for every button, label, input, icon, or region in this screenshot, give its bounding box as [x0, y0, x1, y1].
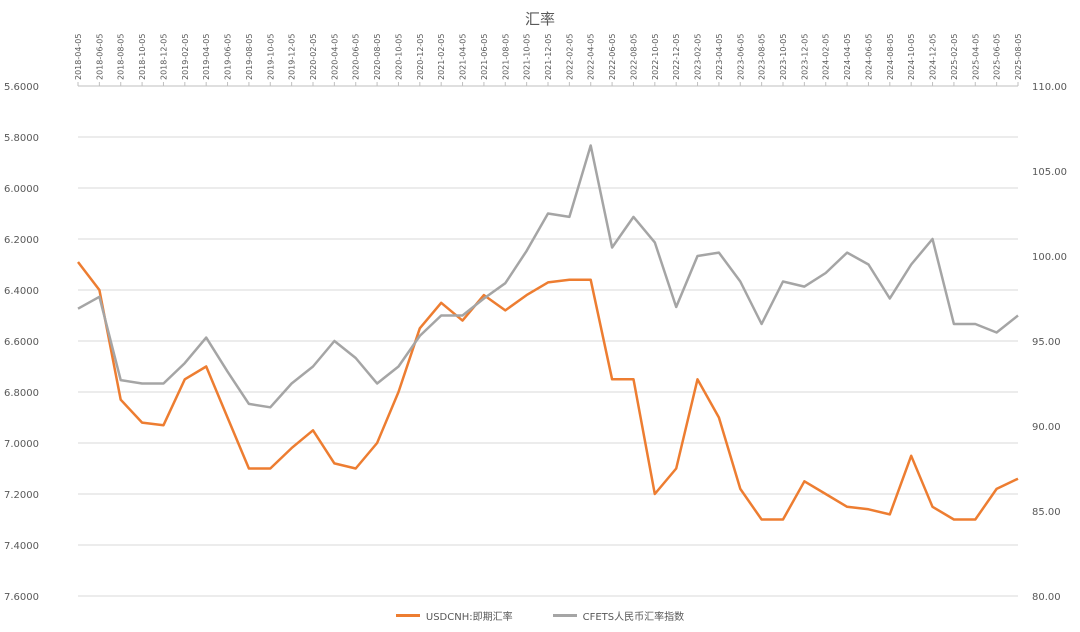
y-left-tick-label: 6.6000: [4, 337, 39, 348]
x-tick-label: 2018-06-05: [95, 34, 104, 81]
x-tick-label: 2021-12-05: [544, 34, 553, 81]
y-right-tick-label: 95.00: [1032, 337, 1061, 348]
y-right-tick-label: 110.00: [1032, 82, 1067, 93]
legend-item-cfets: CFETS人民币汇率指数: [552, 606, 685, 624]
cfets-line: [77, 144, 1019, 409]
x-tick-label: 2023-08-05: [758, 34, 767, 81]
y-left-tick-label: 6.2000: [4, 235, 39, 246]
x-tick-label: 2022-12-05: [672, 34, 681, 81]
x-tick-label: 2024-06-05: [864, 34, 873, 81]
x-tick-label: 2025-02-05: [950, 34, 959, 81]
x-tick-label: 2023-06-05: [736, 34, 745, 81]
x-tick-label: 2021-10-05: [523, 34, 532, 81]
x-tick-label: 2025-06-05: [993, 34, 1002, 81]
x-tick-label: 2022-08-05: [629, 34, 638, 81]
x-tick-label: 2019-08-05: [245, 34, 254, 81]
x-tick-label: 2020-04-05: [330, 34, 339, 81]
x-tick-label: 2019-12-05: [288, 34, 297, 81]
y-left-tick-label: 6.8000: [4, 388, 39, 399]
y-left-tick-label: 5.8000: [4, 133, 39, 144]
x-tick-label: 2021-04-05: [459, 34, 468, 81]
y-left-tick-label: 6.4000: [4, 286, 39, 297]
x-tick-label: 2021-08-05: [501, 34, 510, 81]
y-left-tick-label: 7.0000: [4, 439, 39, 450]
y-left-tick-label: 7.4000: [4, 541, 39, 552]
x-tick-label: 2022-02-05: [565, 34, 574, 81]
x-tick-label: 2024-12-05: [929, 34, 938, 81]
x-tick-label: 2021-02-05: [437, 34, 446, 81]
x-tick-label: 2023-04-05: [715, 34, 724, 81]
x-tick-label: 2020-06-05: [352, 34, 361, 81]
y-right-tick-label: 100.00: [1032, 252, 1067, 263]
legend-item-usdcnh: USDCNH:即期汇率: [395, 606, 513, 624]
legend-swatch-usdcnh: [395, 613, 420, 617]
x-tick-label: 2022-04-05: [587, 34, 596, 81]
x-tick-label: 2023-02-05: [694, 34, 703, 81]
x-tick-label: 2022-06-05: [608, 34, 617, 81]
y-right-tick-label: 80.00: [1032, 592, 1061, 603]
x-tick-label: 2025-08-05: [1014, 34, 1023, 81]
y-right-tick-label: 105.00: [1032, 167, 1067, 178]
usdcnh-line: [77, 261, 1019, 521]
x-tick-label: 2018-12-05: [159, 34, 168, 81]
x-tick-label: 2023-10-05: [779, 34, 788, 81]
x-tick-label: 2021-06-05: [480, 34, 489, 81]
x-tick-label: 2024-08-05: [886, 34, 895, 81]
x-tick-label: 2024-02-05: [822, 34, 831, 81]
x-tick-label: 2020-08-05: [373, 34, 382, 81]
legend-label-usdcnh: USDCNH:即期汇率: [425, 611, 513, 623]
y-left-tick-label: 7.2000: [4, 490, 39, 501]
chart-title: 汇率: [524, 10, 555, 28]
x-tick-label: 2020-02-05: [309, 34, 318, 81]
x-tick-label: 2022-10-05: [651, 34, 660, 81]
legend-swatch-cfets: [552, 613, 577, 617]
legend-label-cfets: CFETS人民币汇率指数: [582, 611, 685, 623]
x-tick-label: 2018-08-05: [117, 34, 126, 81]
legend: USDCNH:即期汇率 CFETS人民币汇率指数: [0, 606, 1080, 624]
x-tick-label: 2024-10-05: [907, 34, 916, 81]
y-right-tick-label: 90.00: [1032, 422, 1061, 433]
x-tick-label: 2020-12-05: [416, 34, 425, 81]
x-tick-label: 2018-04-05: [74, 34, 83, 81]
y-left-tick-label: 7.6000: [4, 592, 39, 603]
x-tick-label: 2019-06-05: [224, 34, 233, 81]
x-tick-label: 2019-10-05: [266, 34, 275, 81]
y-left-tick-label: 6.0000: [4, 184, 39, 195]
x-tick-label: 2024-04-05: [843, 34, 852, 81]
x-tick-label: 2019-04-05: [202, 34, 211, 81]
x-tick-label: 2019-02-05: [181, 34, 190, 81]
x-tick-label: 2018-10-05: [138, 34, 147, 81]
y-right-tick-label: 85.00: [1032, 507, 1061, 518]
x-tick-label: 2020-10-05: [394, 34, 403, 81]
y-left-tick-label: 5.6000: [4, 82, 39, 93]
x-tick-label: 2025-04-05: [971, 34, 980, 81]
x-tick-label: 2023-12-05: [800, 34, 809, 81]
